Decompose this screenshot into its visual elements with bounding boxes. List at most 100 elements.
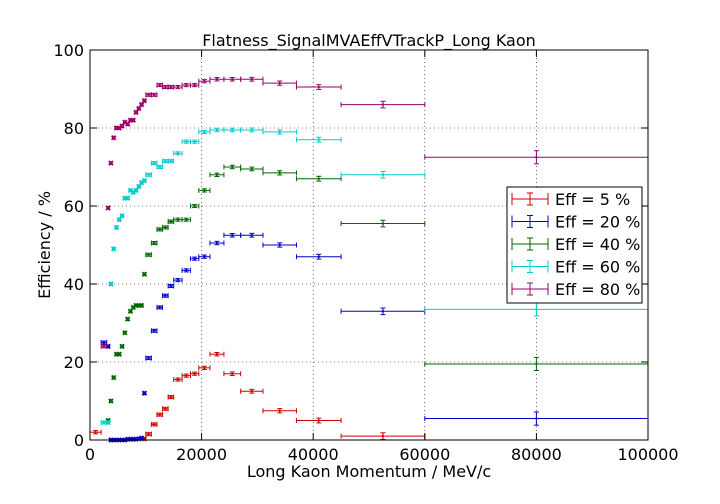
point-marker <box>215 353 219 356</box>
chart-title: Flatness_SignalMVAEffVTrackP_Long Kaon <box>202 31 536 51</box>
point-marker <box>193 83 196 87</box>
point-marker <box>152 329 156 332</box>
point-marker <box>143 392 146 395</box>
point-marker <box>176 85 180 89</box>
data-point <box>162 158 169 164</box>
data-point <box>111 375 117 381</box>
data-point <box>150 240 158 246</box>
point-marker <box>120 345 124 348</box>
x-tick-label: 0 <box>85 445 95 464</box>
point-marker <box>250 78 254 81</box>
legend-item: Eff = 80 % <box>511 280 640 299</box>
y-tick-label: 40 <box>64 275 84 294</box>
data-point <box>100 343 108 349</box>
data-point <box>167 394 175 400</box>
point-marker <box>278 171 281 175</box>
legend-item: Eff = 40 % <box>511 235 640 254</box>
point-marker <box>143 273 146 276</box>
point-marker <box>203 189 206 192</box>
point-marker <box>250 234 254 237</box>
point-marker <box>381 434 385 438</box>
data-point <box>162 293 169 299</box>
point-marker <box>250 167 254 171</box>
point-marker <box>231 165 234 169</box>
point-marker <box>535 417 538 420</box>
point-marker <box>278 130 281 134</box>
point-marker <box>231 372 234 375</box>
data-point <box>119 213 125 219</box>
point-marker <box>140 103 143 106</box>
data-point <box>189 371 200 377</box>
point-marker <box>185 218 188 221</box>
point-marker <box>193 204 196 208</box>
data-point <box>139 435 145 441</box>
legend-label: Eff = 20 % <box>555 213 640 232</box>
data-point <box>100 340 108 345</box>
data-point <box>156 82 164 88</box>
data-point <box>167 219 175 225</box>
data-point <box>209 240 225 246</box>
x-tick-label: 40000 <box>288 445 339 464</box>
data-point <box>295 253 342 260</box>
y-tick-label: 60 <box>64 197 84 216</box>
data-point <box>262 242 297 248</box>
data-point <box>340 100 426 109</box>
data-point <box>145 92 152 98</box>
data-point <box>340 170 426 179</box>
data-point <box>150 328 158 334</box>
point-marker <box>158 165 161 169</box>
point-marker <box>193 257 196 260</box>
point-marker <box>231 234 234 237</box>
data-point <box>119 123 125 129</box>
data-point <box>162 406 169 412</box>
legend: Eff = 5 % Eff = 20 % Eff = 40 % Eff = 60 % E… <box>506 186 643 304</box>
legend-label: Eff = 5 % <box>555 190 630 209</box>
point-marker <box>203 255 206 258</box>
data-point <box>167 283 175 289</box>
legend-item: Eff = 5 % <box>511 190 630 209</box>
point-marker <box>115 353 118 356</box>
point-marker <box>169 284 173 288</box>
point-marker <box>109 161 113 165</box>
point-marker <box>112 247 115 251</box>
y-tick-label: 100 <box>53 41 84 60</box>
data-point <box>209 351 225 357</box>
legend-item: Eff = 60 % <box>511 258 640 277</box>
point-marker <box>158 413 161 416</box>
data-point <box>340 307 426 316</box>
data-point <box>100 419 108 425</box>
point-marker <box>134 189 138 192</box>
data-point <box>295 84 342 90</box>
point-marker <box>94 431 97 434</box>
point-marker <box>215 241 219 245</box>
data-point <box>295 175 342 182</box>
point-marker <box>147 356 150 360</box>
point-marker <box>106 345 110 348</box>
point-marker <box>152 93 156 97</box>
point-marker <box>102 421 106 424</box>
data-point <box>150 160 158 166</box>
point-marker <box>132 119 135 122</box>
data-point <box>105 205 111 211</box>
data-point <box>262 170 297 176</box>
x-axis-label: Long Kaon Momentum / MeV/c <box>247 462 491 481</box>
data-point <box>262 408 297 414</box>
data-point <box>262 129 297 135</box>
point-marker <box>164 294 167 297</box>
x-tick-label: 80000 <box>511 445 562 464</box>
point-marker <box>109 399 113 403</box>
data-point <box>262 80 297 86</box>
point-marker <box>317 177 320 180</box>
x-tick-label: 20000 <box>176 445 227 464</box>
data-point <box>198 365 211 371</box>
point-marker <box>112 136 115 139</box>
point-marker <box>115 126 118 130</box>
data-point <box>240 166 264 172</box>
point-marker <box>185 140 188 143</box>
point-marker <box>193 372 196 375</box>
y-tick-label: 80 <box>64 119 84 138</box>
point-marker <box>106 206 110 210</box>
data-point <box>189 139 200 145</box>
point-marker <box>169 159 173 163</box>
